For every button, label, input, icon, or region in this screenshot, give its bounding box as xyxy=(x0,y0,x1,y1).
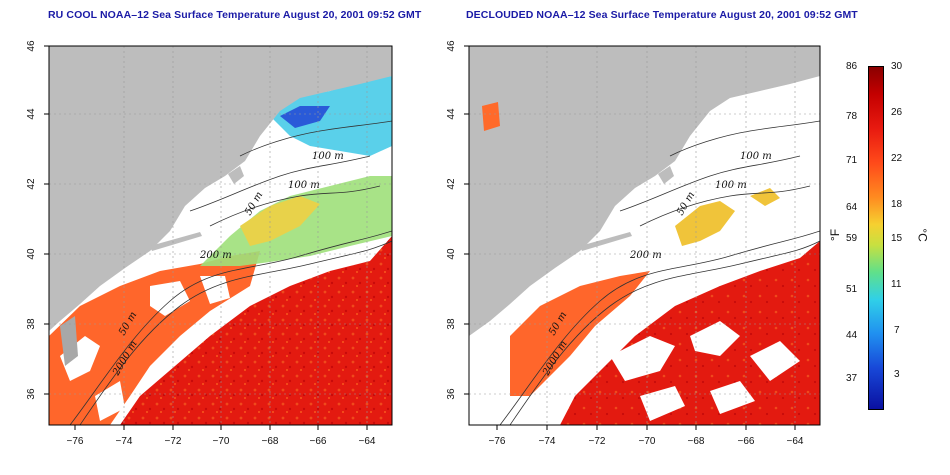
missing-data-patch xyxy=(690,321,740,356)
celsius-tick: 15 xyxy=(891,233,903,244)
celsius-tick: 18 xyxy=(891,199,903,210)
fahrenheit-tick: 51 xyxy=(846,284,858,295)
y-tick-label: 36 xyxy=(26,388,37,400)
x-tick-label: −70 xyxy=(639,436,656,447)
y-tick-label: 42 xyxy=(446,178,457,190)
fahrenheit-tick: 59 xyxy=(846,233,858,244)
celsius-tick: 26 xyxy=(891,107,903,118)
left-map-svg: 100 m 100 m 50 m 200 m 50 m 2000 m −76 −… xyxy=(26,40,393,447)
x-tick-label: −76 xyxy=(67,436,84,447)
x-tick-label: −74 xyxy=(539,436,556,447)
left-map-title: RU COOL NOAA–12 Sea Surface Temperature … xyxy=(48,9,422,21)
left-map-panel: 100 m 100 m 50 m 200 m 50 m 2000 m −76 −… xyxy=(0,36,400,466)
fahrenheit-tick: 78 xyxy=(846,111,858,122)
fahrenheit-tick: 86 xyxy=(846,61,858,72)
contour-label: 100 m xyxy=(715,180,747,191)
celsius-unit-label: °C xyxy=(915,228,930,242)
y-tick-label: 44 xyxy=(446,108,457,120)
y-tick-label: 42 xyxy=(26,178,37,190)
x-tick-label: −64 xyxy=(787,436,804,447)
x-tick-label: −66 xyxy=(738,436,755,447)
x-tick-label: −64 xyxy=(359,436,376,447)
missing-data-patch xyxy=(750,341,800,381)
x-tick-label: −72 xyxy=(165,436,182,447)
fahrenheit-unit-label: °F xyxy=(828,228,843,242)
fahrenheit-tick: 64 xyxy=(846,202,858,213)
contour-label: 100 m xyxy=(312,151,344,162)
graticule xyxy=(469,46,820,425)
missing-data-patch xyxy=(710,381,755,414)
cloud-patch xyxy=(60,336,100,381)
y-tick-label: 38 xyxy=(446,318,457,330)
x-tick-label: −72 xyxy=(589,436,606,447)
y-tick-label: 38 xyxy=(26,318,37,330)
missing-data-patch xyxy=(640,386,685,421)
coastal-inlet xyxy=(60,316,78,366)
y-tick-label: 44 xyxy=(26,108,37,120)
y-tick-label: 36 xyxy=(446,388,457,400)
y-tick-label: 46 xyxy=(26,40,37,52)
contour-label: 100 m xyxy=(288,180,320,191)
long-island xyxy=(150,232,202,251)
cloud-patch xyxy=(150,281,190,316)
fahrenheit-tick: 44 xyxy=(846,330,858,341)
bathymetry-contours xyxy=(69,120,392,425)
blue-coastal-water xyxy=(280,106,330,128)
x-tick-label: −66 xyxy=(310,436,327,447)
cloud-patch xyxy=(200,276,230,304)
contour-label: 100 m xyxy=(740,151,772,162)
x-tick-label: −74 xyxy=(116,436,133,447)
map-frame xyxy=(468,45,821,426)
land-mass xyxy=(49,46,392,331)
long-island xyxy=(580,232,632,251)
orange-coastal-patch xyxy=(482,102,500,131)
celsius-tick: 30 xyxy=(891,61,903,72)
bathymetry-contours xyxy=(499,120,820,425)
contour-label: 200 m xyxy=(199,250,232,261)
contour-label: 200 m xyxy=(629,250,662,261)
x-tick-label: −68 xyxy=(688,436,705,447)
missing-data-patch xyxy=(610,336,675,381)
celsius-tick: 7 xyxy=(894,325,900,336)
x-tick-label: −68 xyxy=(262,436,279,447)
colorbar xyxy=(868,66,884,410)
land-mass xyxy=(469,46,820,336)
right-map-svg: 100 m 100 m 50 m 200 m 50 m 2000 m −76 −… xyxy=(446,40,821,447)
celsius-tick: 3 xyxy=(894,369,900,380)
y-tick-label: 40 xyxy=(446,248,457,260)
cape-cod xyxy=(228,166,244,184)
y-tick-label: 40 xyxy=(26,248,37,260)
cape-cod xyxy=(658,166,674,184)
yellow-shelf-water xyxy=(675,201,735,246)
celsius-tick: 22 xyxy=(891,153,903,164)
warm-water-region xyxy=(120,236,392,425)
fahrenheit-tick: 37 xyxy=(846,373,858,384)
graticule xyxy=(49,46,392,425)
y-tick-label: 46 xyxy=(446,40,457,52)
celsius-tick: 11 xyxy=(891,279,902,290)
x-tick-label: −76 xyxy=(489,436,506,447)
right-map-panel: 100 m 100 m 50 m 200 m 50 m 2000 m −76 −… xyxy=(420,36,830,466)
right-map-title: DECLOUDED NOAA–12 Sea Surface Temperatur… xyxy=(466,9,858,21)
fahrenheit-tick: 71 xyxy=(846,155,858,166)
cloud-patch xyxy=(95,381,125,421)
yellow-shelf-water xyxy=(240,196,320,246)
x-tick-label: −70 xyxy=(213,436,230,447)
